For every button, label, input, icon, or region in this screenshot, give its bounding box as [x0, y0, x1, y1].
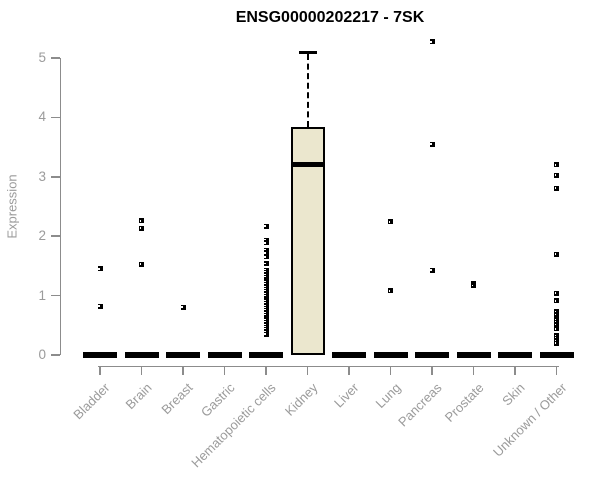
outlier-point: [388, 288, 394, 294]
median-bar: [124, 352, 159, 358]
y-axis-tick-label: 0: [38, 347, 46, 362]
y-axis-line: [59, 58, 61, 355]
x-axis-tick: [99, 366, 101, 375]
outlier-point: [97, 303, 103, 309]
y-axis-tick: [51, 294, 60, 297]
outlier-point-notch: [98, 267, 100, 270]
median-bar: [539, 352, 574, 358]
outlier-point: [139, 261, 145, 267]
y-axis-tick-label: 5: [38, 50, 46, 65]
outlier-point-notch: [98, 305, 100, 308]
outlier-point-notch: [554, 299, 557, 302]
y-axis-tick: [51, 116, 60, 119]
median-bar: [207, 352, 242, 358]
outlier-point: [554, 340, 560, 346]
outlier-point: [263, 223, 269, 229]
x-axis-tick: [223, 366, 226, 375]
median-bar: [456, 352, 491, 358]
x-axis-tick: [182, 366, 184, 375]
outlier-point-notch: [181, 306, 183, 309]
outlier-point-notch: [139, 219, 142, 222]
outlier-point: [554, 290, 560, 296]
outlier-point-notch: [264, 255, 266, 258]
outlier-point: [180, 304, 186, 310]
whisker-cap: [298, 50, 317, 54]
outlier-point-notch: [264, 333, 266, 335]
outlier-point-notch: [554, 342, 557, 344]
outlier-point: [429, 39, 435, 45]
x-axis-tick: [431, 366, 433, 375]
outlier-point: [554, 251, 560, 257]
outlier-point-notch: [554, 174, 557, 176]
y-axis-tick-label: 1: [38, 287, 46, 303]
median-bar: [415, 352, 450, 358]
x-axis-tick: [348, 366, 350, 375]
y-axis-tick-label: 2: [38, 228, 46, 244]
outlier-point: [554, 298, 560, 304]
y-axis-tick: [51, 57, 60, 59]
outlier-point-notch: [554, 292, 557, 295]
outlier-point: [388, 219, 394, 225]
median-bar: [83, 352, 117, 358]
x-axis-line: [98, 365, 559, 367]
outlier-point: [263, 331, 269, 337]
outlier-point-notch: [139, 227, 142, 230]
y-axis-tick-label: 4: [38, 109, 46, 125]
outlier-point-notch: [430, 269, 432, 271]
outlier-point: [429, 141, 435, 147]
median-bar: [249, 352, 284, 358]
outlier-point: [139, 225, 145, 231]
outlier-point: [554, 185, 560, 191]
outlier-point-notch: [264, 262, 266, 265]
outlier-point: [263, 254, 269, 260]
outlier-point-notch: [554, 310, 557, 313]
outlier-point: [263, 261, 269, 267]
outlier-point: [263, 250, 269, 256]
outlier-point: [263, 240, 269, 246]
outlier-point-notch: [388, 220, 391, 223]
outlier-point-notch: [430, 40, 432, 43]
outlier-point-notch: [471, 284, 474, 287]
x-axis-tick: [514, 366, 516, 375]
median-line: [292, 162, 323, 168]
outlier-point: [554, 162, 560, 168]
outlier-point: [554, 309, 560, 315]
outlier-point-notch: [554, 327, 557, 330]
upper-whisker: [306, 54, 309, 127]
outlier-point-notch: [554, 163, 557, 166]
median-bar: [498, 352, 533, 358]
outlier-point: [554, 326, 560, 332]
y-axis-tick: [51, 354, 60, 356]
x-axis-tick: [306, 366, 309, 375]
outlier-point: [429, 267, 435, 273]
x-axis-tick: [555, 366, 558, 375]
median-bar: [166, 352, 201, 358]
x-axis-tick: [140, 366, 143, 375]
outlier-point-notch: [554, 187, 557, 189]
outlier-point: [97, 266, 103, 272]
outlier-point-notch: [554, 253, 557, 255]
y-axis-tick: [51, 176, 60, 178]
outlier-point-notch: [430, 143, 432, 145]
outlier-point-notch: [264, 241, 266, 244]
median-bar: [332, 352, 367, 358]
chart-title: ENSG00000202217 - 7SK: [235, 9, 425, 26]
outlier-point-notch: [264, 225, 266, 227]
outlier-point: [471, 283, 477, 288]
median-bar: [373, 352, 408, 358]
y-axis-tick-label: 3: [38, 168, 46, 184]
outlier-point-notch: [264, 251, 266, 254]
boxplot-box: [290, 126, 325, 355]
outlier-point: [554, 172, 560, 178]
y-axis-tick: [51, 235, 60, 237]
x-axis-tick: [389, 366, 392, 375]
x-axis-tick: [472, 366, 475, 375]
outlier-point: [139, 218, 145, 224]
x-axis-tick: [265, 366, 267, 375]
outlier-point-notch: [139, 263, 142, 265]
outlier-point-notch: [388, 289, 391, 292]
